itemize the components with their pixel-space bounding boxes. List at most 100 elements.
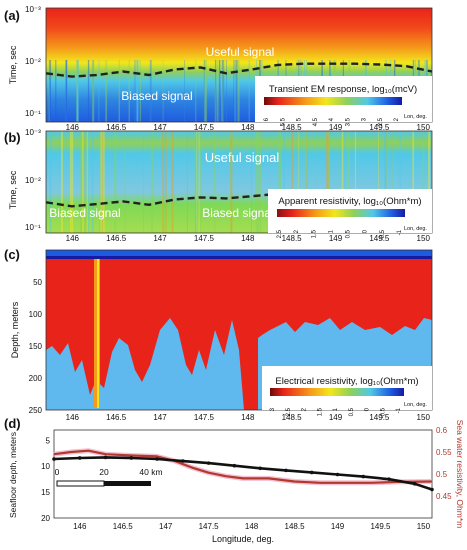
panel-d-xticks: 146 146.5 147 147.5 148 148.5 149 149.5 150 [73,522,431,531]
stripe [237,60,240,122]
colorbar-tick-label: 2.5 [378,117,384,126]
panel-c-xtick-label: 149 [329,413,343,422]
panel-d-y2tick-label: 0.5 [436,470,448,479]
panel-d-y2tick-label: 0.6 [436,426,448,435]
colorbar-tick-label: 2.5 [286,407,292,416]
panel-c-xtick-label: 148.5 [282,413,303,422]
panel-a-colorbar [264,97,402,105]
colorbar-tick-label: 0 [365,407,371,411]
stripe [399,131,401,233]
stripe [124,131,126,233]
panel-a-frame [45,7,433,123]
colorbar-tick-label: 1.5 [311,229,317,238]
stripe [114,131,117,233]
seafloor-point [430,487,434,492]
panel-b-stripes [49,131,431,233]
stripe [151,131,153,233]
stripe [92,60,95,122]
seafloor-point [129,456,134,460]
stripe [194,131,197,233]
panel-c-seawater-layer [46,250,432,256]
seafloor-depth-line [53,456,433,491]
panel-b-colorbar-ticks: 2.5 2 1.5 1 0.5 0 -0.5 -1 [277,229,403,240]
stripe [385,131,387,233]
panel-c-anomaly-core [97,258,99,408]
stripe [386,131,388,233]
stripe [326,131,328,233]
colorbar-tick-label: 3 [362,117,368,121]
panel-b-xtick-label: 149 [329,234,343,243]
stripe [80,131,82,233]
stripe [65,60,68,122]
panel-c-xticks: 146 146.5 147 147.5 148 148.5 149 149.5 150 [66,413,431,422]
panel-d-ytick-label: 15 [41,488,50,497]
panel-d-xlabel: Longitude, deg. [212,534,274,544]
panel-d-label: (d) [4,416,21,431]
stripe [196,131,198,233]
seafloor-point [413,482,417,486]
stripe [76,60,79,122]
panel-a-colorbar-axis: Lon, deg. [404,114,427,120]
stripe [344,131,346,233]
panel-b-xtick-label: 148 [241,234,255,243]
stripe [184,60,185,122]
panel-b-ytick: 10⁻² [25,176,41,185]
seafloor-point [361,474,366,479]
panel-b-xtick-label: 148.5 [282,234,303,243]
stripe [234,60,236,122]
stripe [48,60,50,122]
panel-c-ytick-label: 250 [29,406,43,415]
stripe [87,60,90,122]
stripe [214,60,216,122]
panel-a-biased-signal: Biased signal [121,89,192,103]
stripe [298,131,299,233]
colorbar-tick-label: 1 [333,407,339,411]
stripe [226,60,227,122]
colorbar-tick-label: 2 [294,229,300,233]
panel-b-ylabel: Time, sec [8,170,18,209]
panel-b-colorbar [277,209,405,217]
seafloor-point [335,472,340,477]
colorbar-tick-label: 0 [363,229,369,233]
stripe [91,131,94,233]
stripe [69,131,72,233]
panel-d-ytick-label: 10 [41,462,50,471]
panel-c-xtick-label: 146.5 [106,413,127,422]
panel-a-xtick-label: 149.5 [369,123,390,132]
panel-a-xtick-label: 148.5 [282,123,303,132]
stripe [221,60,224,122]
seafloor-point [103,455,108,460]
panel-a-useful-signal: Useful signal [206,45,275,59]
colorbar-tick-label: 1.5 [317,407,323,416]
stripe [236,60,238,122]
panel-d-y2ticks: 0.45 0.5 0.55 0.6 [436,426,452,501]
colorbar-tick-label: 6 [264,117,270,121]
seafloor-point [387,477,391,481]
panel-d-frame [53,429,433,519]
stripe [327,131,329,233]
panel-a-xtick-label: 146.5 [106,123,127,132]
panel-b-label: (b) [4,130,21,145]
panel-b-frame [45,130,433,234]
panel-d-xtick-label: 148 [245,522,259,531]
colorbar-tick-label: 5.5 [280,117,286,126]
panel-b-xticks: 146 146.5 147 147.5 148 148.5 149 149.5 150 [66,234,431,243]
stripe [233,60,235,122]
panel-c-high-resistivity-layer [46,258,432,410]
stripe [98,60,100,122]
stripe [86,131,89,233]
colorbar-tick-label: 0.5 [346,229,352,238]
colorbar-tick-label: 3.5 [345,117,351,126]
panel-b-useful-signal: Useful signal [205,150,280,165]
scalebar-black-segment [104,481,151,486]
panel-d-xtick-label: 147.5 [199,522,220,531]
stripe [378,131,379,233]
seafloor-point [206,461,211,465]
panel-a-xticks: 146 146.5 147 147.5 148 148.5 149 149.5 150 [66,123,431,132]
panel-a-label: (a) [4,8,20,23]
stripe [199,131,202,233]
stripe [186,131,188,233]
stripe [428,131,431,233]
stripe [136,60,138,122]
